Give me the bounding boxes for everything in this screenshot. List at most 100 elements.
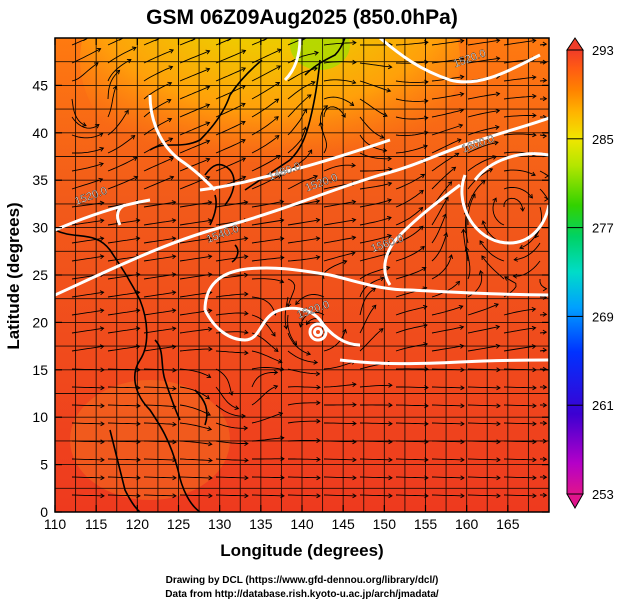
streamline-arrowhead [418,206,424,212]
streamline [503,476,537,479]
lat-lon-grid [55,38,549,512]
streamline [503,169,536,176]
streamline [215,293,248,298]
streamline [467,126,499,136]
streamline-arrowhead [172,421,177,427]
x-tick-label: 115 [85,516,108,532]
streamline [251,174,282,190]
streamline-arrowhead [424,493,429,499]
streamline [143,494,177,497]
streamline [431,138,462,154]
streamline-arrowhead [96,47,102,53]
streamline-arrowhead [136,457,141,463]
streamline [467,404,501,407]
streamline [359,494,393,497]
streamline [395,225,424,244]
streamline-arrowhead [460,421,465,427]
streamline [179,237,212,244]
streamline [288,458,320,460]
streamline-arrowhead [532,457,537,463]
streamline-arrowhead [532,367,537,373]
streamline-arrowhead [496,403,501,409]
streamline-arrowhead [228,391,234,396]
streamline [179,255,212,262]
streamline-arrowhead [171,290,177,296]
streamline-arrowhead [388,439,393,445]
streamline-arrowhead [495,324,501,330]
streamline-arrowhead [136,367,141,373]
streamline-arrowhead [244,441,249,446]
streamline-arrowhead [387,198,392,203]
streamline [359,62,392,68]
streamline-arrowhead [532,493,537,499]
streamline-arrowhead [532,475,537,481]
streamline-arrowhead [313,359,319,365]
streamline [179,458,213,462]
x-axis-ticks: 110 115 120 125 130 135 140 145 150 155 160 165 [44,38,520,532]
streamline [359,384,392,388]
x-tick-label: 125 [167,516,191,532]
streamline [395,267,427,280]
streamline-arrowhead [542,133,548,139]
streamline [143,82,172,100]
streamline [431,305,463,316]
streamline [467,110,500,118]
x-tick-label: 140 [290,516,314,532]
credit-drawing: Drawing by DCL (https://www.gfd-dennou.o… [166,575,439,586]
streamline-arrowhead [542,492,548,498]
streamline [503,95,536,100]
streamline-arrowhead [495,91,501,97]
streamline-arrowhead [323,105,329,110]
streamline-arrowhead [488,168,494,173]
streamline [395,324,427,334]
streamline [71,62,99,82]
streamline [539,296,547,298]
streamline-arrowhead [495,38,501,44]
streamline-arrowhead [316,457,321,462]
streamline [431,386,465,389]
x-tick-label: 110 [44,516,67,532]
streamline [287,314,297,346]
streamline-arrowhead [273,347,279,352]
streamline [395,476,429,479]
streamline-arrowhead [444,196,449,202]
streamline-arrowhead [135,308,141,314]
streamline-arrowhead [459,56,465,62]
streamline [287,38,306,46]
streamline-arrowhead [388,402,393,408]
streamline-arrowhead [168,65,174,71]
streamline [71,291,104,298]
streamline [395,145,428,154]
x-tick-label: 155 [414,516,438,532]
streamline-arrowhead [534,233,540,239]
streamline [71,476,105,479]
streamline [71,345,104,352]
streamline-arrowhead [388,493,393,499]
streamline [300,311,325,327]
streamline [503,327,536,334]
streamline [323,96,354,106]
streamline-arrowhead [418,225,424,231]
streamline-arrowhead [496,367,501,373]
streamline-arrowhead [208,441,213,447]
streamline-arrowhead [155,38,160,42]
streamline-arrowhead [99,146,105,152]
streamline [287,386,320,388]
streamline-arrowhead [276,48,282,54]
streamline-arrowhead [302,126,308,132]
streamline [323,329,347,352]
streamline [431,40,464,46]
streamline [284,296,289,329]
streamline-arrowhead [280,493,285,499]
streamline-arrowhead [136,439,141,445]
streamline-arrowhead [172,493,177,499]
streamline [323,360,356,370]
streamline [467,458,501,461]
streamline-arrowhead [424,403,429,409]
streamline-arrowhead [460,403,465,409]
streamline [359,476,393,479]
streamline-arrowhead [205,103,211,108]
streamline-arrowhead [542,77,548,83]
streamline-arrowhead [130,135,136,140]
streamline-arrowhead [423,342,429,347]
